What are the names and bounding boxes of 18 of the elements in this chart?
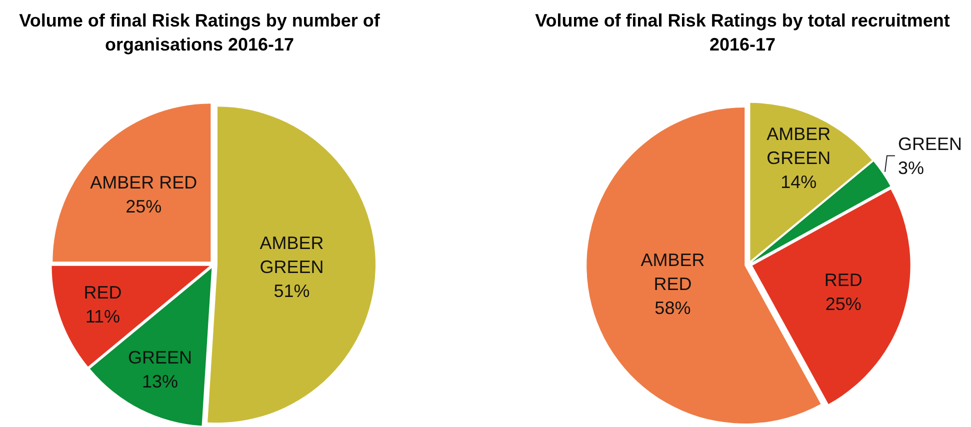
- data-label: 25%: [126, 196, 162, 217]
- slice-label: RED: [824, 270, 862, 290]
- data-label: 3%: [898, 158, 924, 178]
- data-label: 11%: [85, 306, 120, 326]
- slice-label: AMBER GREEN: [766, 124, 831, 168]
- slice-label: AMBER GREEN: [260, 232, 324, 277]
- chart-title: Volume of final Risk Ratings by total recruitment 2016-17: [535, 10, 950, 54]
- slice-label: RED: [84, 282, 122, 302]
- chart-title: Volume of final Risk Ratings by number of organisations 2016-17: [19, 10, 381, 54]
- slice-label: AMBER RED: [640, 250, 705, 294]
- slice-label: GREEN: [128, 347, 192, 368]
- data-label: 14%: [780, 172, 817, 192]
- data-label: 58%: [654, 298, 691, 318]
- data-label: 51%: [274, 280, 310, 301]
- slice-label: AMBER RED: [90, 172, 198, 193]
- data-label: 25%: [825, 294, 862, 314]
- slice-label: GREEN: [898, 134, 962, 154]
- data-label: 13%: [142, 371, 178, 392]
